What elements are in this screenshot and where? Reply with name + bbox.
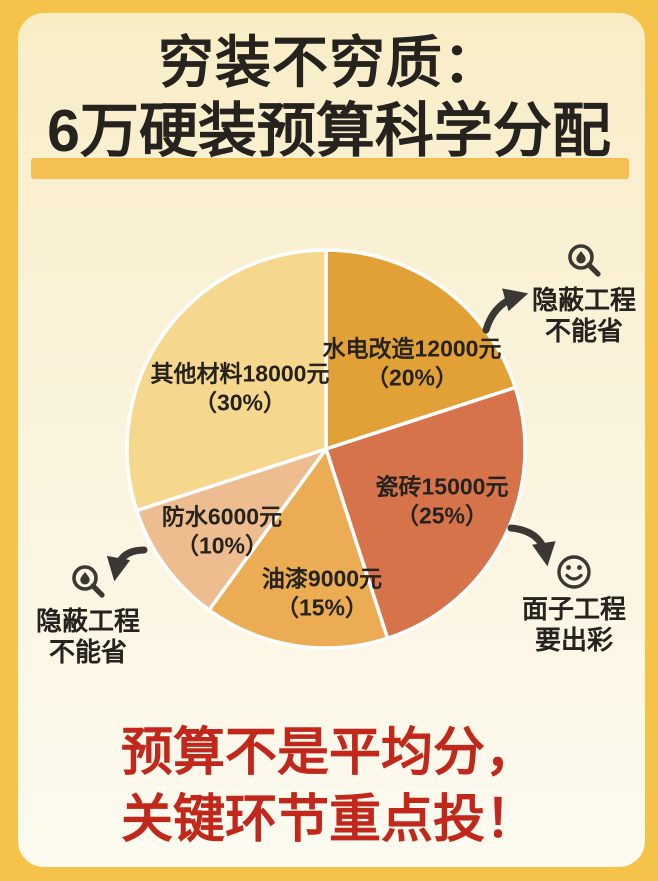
pie-slice-3	[134, 447, 328, 612]
annotation-text: 隐蔽工程	[531, 285, 637, 315]
pie-label-text: 防水6000元	[161, 503, 283, 530]
arrow-top-right	[482, 288, 529, 334]
pie-label-pct: （30%）	[193, 389, 287, 415]
pie-label-text: 瓷砖15000元	[375, 473, 509, 500]
pie-slice-2	[207, 447, 390, 650]
arrow-bottom-left	[106, 546, 148, 582]
magnifier-droplet-icon	[72, 565, 105, 598]
annotation-top-right: 隐蔽工程 不能省	[532, 240, 636, 347]
pie-label-shuidian: 水电改造12000元 （20%）	[323, 334, 502, 392]
annotation-bottom-left: 隐蔽工程 不能省	[36, 561, 140, 668]
smiley-icon	[557, 555, 591, 589]
title-highlight-bar	[31, 158, 629, 179]
pie-label-youqi: 油漆9000元 （15%）	[262, 564, 382, 622]
pie-label-cizhuan: 瓷砖15000元 （25%）	[376, 472, 509, 530]
annotation-bottom-right: 面子工程 要出彩	[522, 553, 626, 656]
pie-slice-4	[125, 248, 328, 513]
pie-slice-0	[324, 248, 518, 451]
pie-label-fangshui: 防水6000元 （10%）	[162, 502, 282, 560]
footer-line1: 预算不是平均分，	[120, 724, 537, 782]
annotation-text: 要出彩	[534, 625, 614, 656]
annotation-text: 隐蔽工程	[35, 606, 141, 636]
annotation-text: 不能省	[48, 637, 128, 668]
pie-label-pct: （20%）	[365, 364, 459, 390]
page-title-line1: 穷装不穷质：	[158, 31, 500, 94]
page-title-line2: 6万硬装预算科学分配	[47, 98, 611, 164]
arrow-bottom-right	[507, 524, 556, 567]
pie-label-qita: 其他材料18000元 （30%）	[151, 359, 330, 417]
pie-label-pct: （25%）	[395, 502, 489, 528]
annotation-text: 不能省	[544, 316, 624, 347]
annotation-text: 面子工程	[521, 594, 627, 624]
pie-label-text: 水电改造12000元	[322, 335, 502, 362]
footer-line2: 关键环节重点投！	[120, 791, 537, 849]
pie-label-text: 油漆9000元	[261, 565, 383, 592]
pie-label-pct: （10%）	[175, 532, 269, 558]
magnifier-droplet-icon	[568, 244, 601, 277]
pie-label-text: 其他材料18000元	[150, 360, 330, 387]
pie-slice-1	[324, 385, 527, 641]
pie-label-pct: （15%）	[275, 594, 369, 620]
